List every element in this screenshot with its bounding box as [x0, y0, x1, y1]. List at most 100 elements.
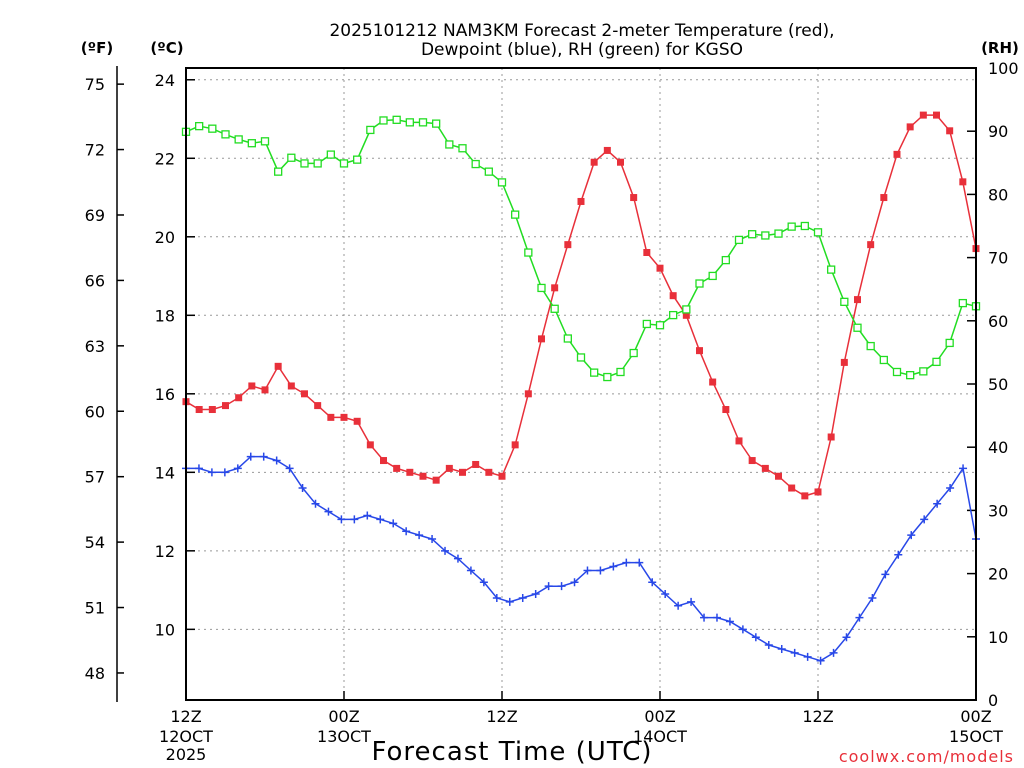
- rh-point: [221, 130, 230, 139]
- rh-point: [695, 279, 704, 288]
- temperature-point: [827, 433, 835, 441]
- dewpoint-point: [402, 527, 411, 536]
- x-tick-label: 12Z: [802, 707, 833, 726]
- rh-point: [669, 310, 678, 320]
- rh-point: [339, 159, 349, 168]
- dewpoint-point: [570, 578, 579, 587]
- dewpoint-point: [363, 511, 372, 520]
- x-tick-label: 00Z: [644, 707, 675, 726]
- dewpoint-point: [492, 593, 501, 602]
- rh-tick-label: 10: [988, 628, 1008, 647]
- temperature-point: [274, 362, 282, 370]
- temperature-point: [419, 472, 427, 480]
- dewpoint-point: [609, 562, 618, 571]
- rh-point: [497, 178, 507, 187]
- dewpoint-point: [764, 641, 773, 650]
- temperature-point: [511, 441, 519, 449]
- dewpoint-point: [622, 558, 631, 567]
- rh-point: [827, 265, 836, 274]
- celsius-tick-label: 14: [155, 463, 175, 482]
- rh-line: [185, 119, 977, 378]
- temperature-point: [933, 111, 940, 119]
- dewpoint-point: [907, 531, 916, 540]
- x-tick-date-label: 14OCT: [633, 727, 687, 746]
- dewpoint-point: [194, 464, 203, 473]
- dewpoint-point: [415, 531, 424, 540]
- rh-point: [537, 283, 546, 293]
- dewpoint-point: [376, 515, 385, 524]
- dewpoint-point: [674, 601, 683, 610]
- rh-tick-label: 90: [988, 122, 1008, 141]
- rh-point: [287, 153, 296, 162]
- temperature-point: [854, 296, 861, 304]
- temperature-point: [814, 488, 822, 496]
- temperature-point: [524, 390, 532, 398]
- dewpoint-point: [687, 597, 696, 606]
- rh-tick-label: 60: [988, 312, 1008, 331]
- celsius-tick-label: 16: [155, 385, 175, 404]
- temperature-point: [801, 492, 809, 500]
- temperature-point: [946, 127, 954, 135]
- dewpoint-point: [259, 452, 268, 461]
- rh-axis: 0 10 20 30 40 50 60 70 80 90 100: [967, 59, 1019, 710]
- rh-point: [774, 229, 783, 238]
- celsius-tick-label: 10: [155, 620, 175, 639]
- temperature-point: [867, 241, 875, 249]
- dewpoint-point: [466, 566, 475, 575]
- dewpoint-point: [233, 464, 242, 473]
- temperature-point: [472, 460, 480, 468]
- temperature-point: [393, 464, 401, 472]
- rh-tick-label: 40: [988, 438, 1008, 457]
- temperature-line: [185, 114, 977, 497]
- rh-point: [721, 255, 730, 265]
- dewpoint-point: [207, 468, 216, 477]
- dewpoint-point: [777, 644, 786, 653]
- dewpoint-point: [868, 593, 877, 602]
- rh-point: [353, 155, 362, 164]
- temperature-point: [235, 394, 243, 402]
- temperature-point: [761, 464, 769, 472]
- rh-point: [550, 304, 559, 313]
- rh-point: [813, 228, 823, 237]
- rh-point: [906, 371, 915, 380]
- temperature-point: [748, 457, 756, 465]
- temperature-point: [327, 413, 335, 421]
- dewpoint-line: [186, 455, 977, 662]
- dewpoint-point: [389, 519, 398, 528]
- dewpoint-point: [855, 613, 864, 622]
- rh-point: [511, 210, 520, 219]
- rh-point: [629, 348, 638, 358]
- temperature-point: [775, 472, 782, 480]
- dewpoint-point: [894, 550, 903, 559]
- rh-point: [234, 135, 243, 144]
- temperature-point: [564, 241, 572, 249]
- dewpoint-point: [518, 593, 527, 602]
- dewpoint-point: [803, 652, 812, 661]
- celsius-axis: 10 12 14 16 18 20 22 24: [155, 71, 195, 639]
- temperature-point: [735, 437, 743, 445]
- rh-tick-label: 30: [988, 501, 1008, 520]
- temperature-point: [669, 292, 677, 300]
- temperature-point: [788, 484, 796, 492]
- rh-point: [405, 118, 414, 127]
- temperature-point: [959, 178, 967, 186]
- fahrenheit-tick-label: 69: [85, 206, 105, 225]
- x-tick-year-label: 2025: [166, 745, 207, 764]
- x-tick-label: 00Z: [960, 707, 991, 726]
- rh-point: [761, 231, 770, 240]
- rh-point: [208, 124, 217, 133]
- dewpoint-point: [285, 464, 294, 473]
- rh-point: [300, 159, 309, 168]
- x-tick-date-label: 13OCT: [317, 727, 371, 746]
- chart-title-line2: Dewpoint (blue), RH (green) for KGSO: [421, 40, 743, 60]
- rh-point: [682, 305, 691, 314]
- temperature-point: [709, 378, 717, 386]
- dewpoint-point: [220, 468, 229, 477]
- rh-point: [616, 367, 625, 377]
- rh-tick-label: 50: [988, 375, 1008, 394]
- rh-point: [748, 230, 757, 239]
- dewpoint-point: [544, 582, 553, 591]
- dewpoint-point: [738, 625, 747, 634]
